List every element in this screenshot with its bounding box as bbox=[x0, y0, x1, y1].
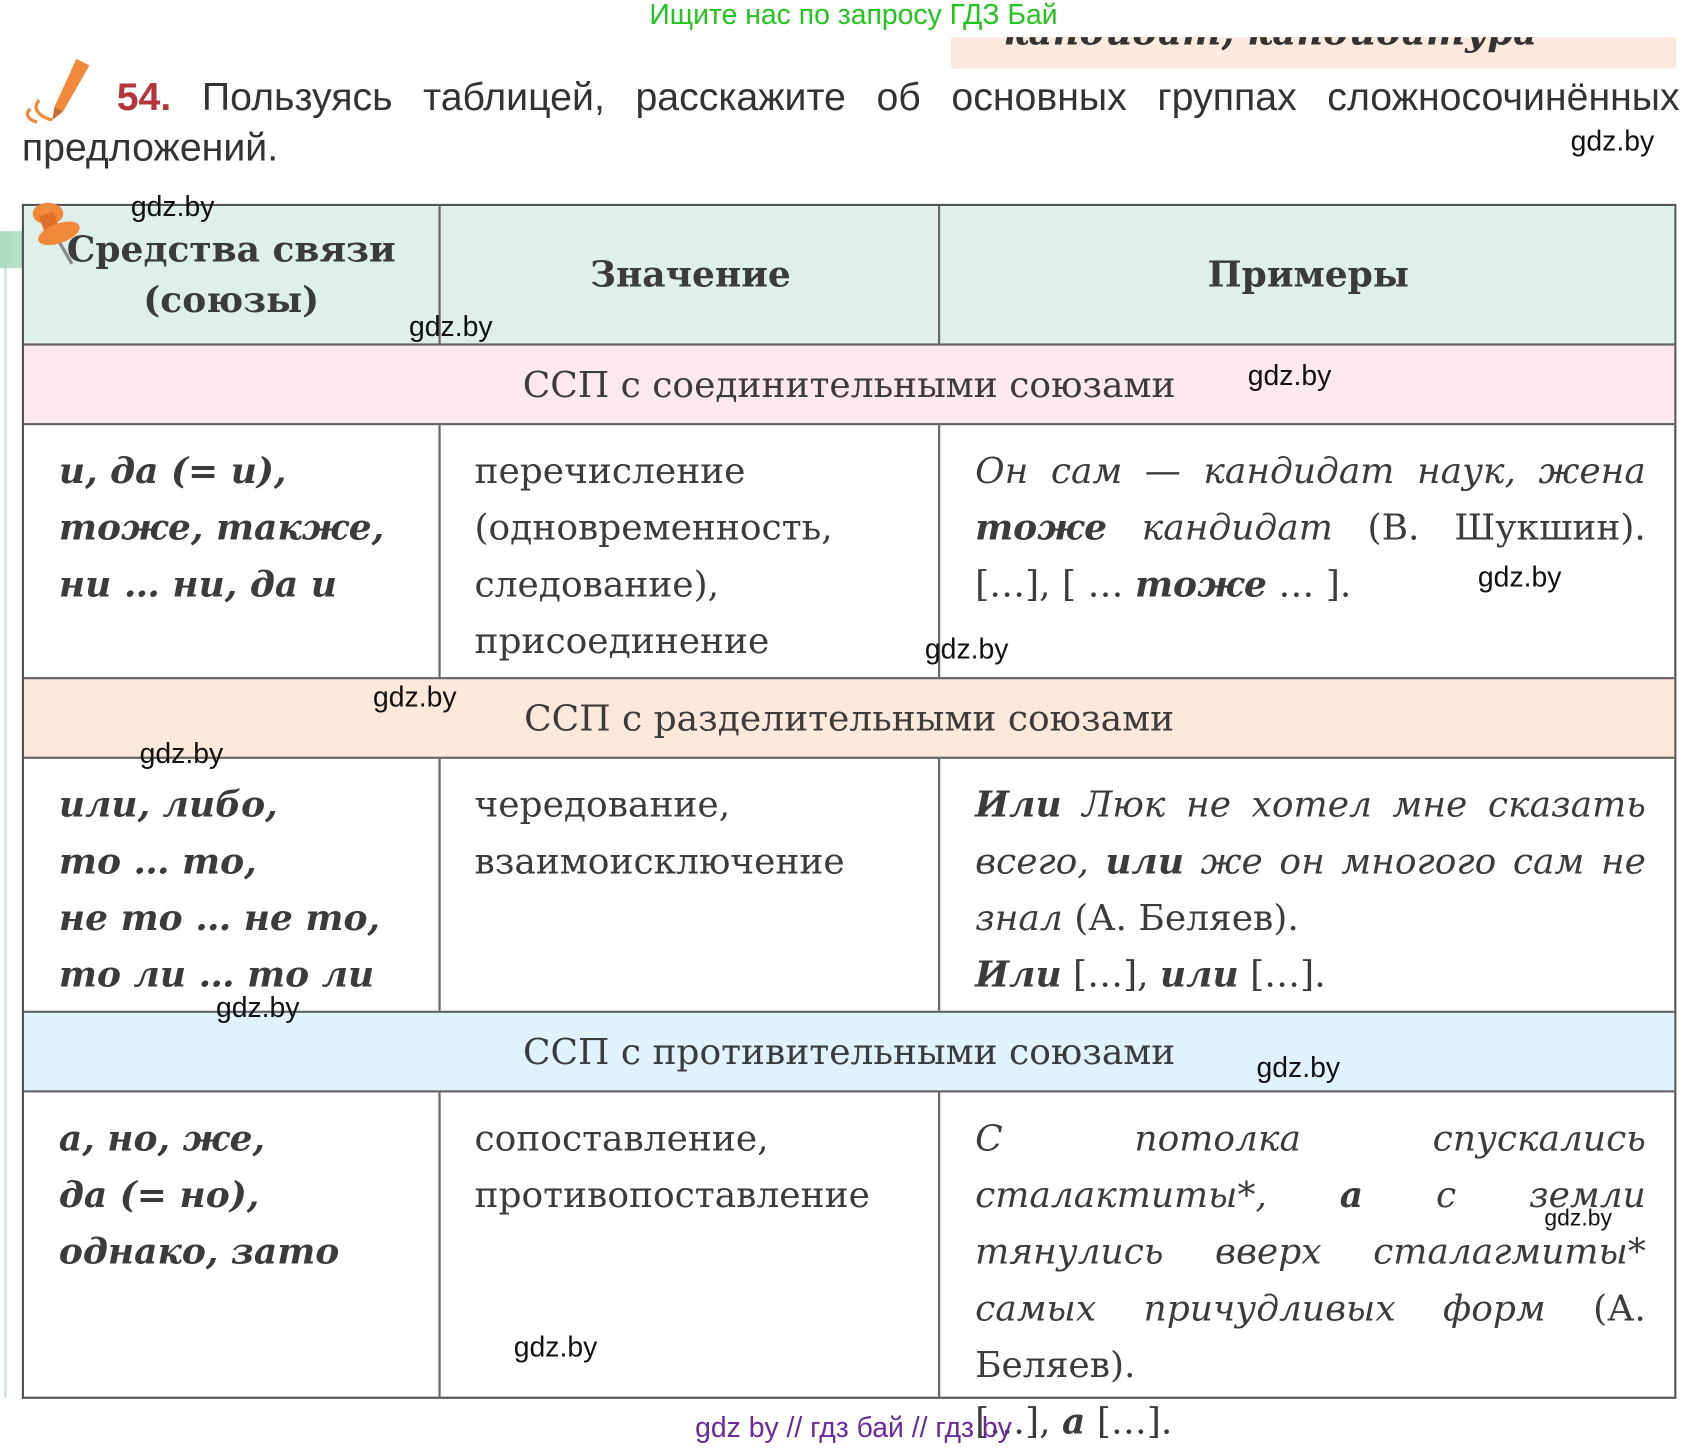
example-segment: […], bbox=[1061, 952, 1161, 996]
group-row: ССП с противительными союзами bbox=[23, 1010, 1675, 1093]
watermark: gdz.by bbox=[513, 1330, 598, 1363]
conjunction-line: а, но, же, bbox=[58, 1116, 266, 1159]
header-examples: Примеры bbox=[1207, 252, 1409, 296]
example-segment: […]. bbox=[1238, 952, 1326, 996]
column-divider bbox=[438, 425, 441, 678]
column-divider bbox=[438, 1092, 441, 1399]
conjunction-line: и, да (= и), bbox=[58, 449, 287, 492]
example-segment: а bbox=[1062, 1399, 1086, 1443]
example-segment: […], bbox=[975, 1399, 1063, 1443]
example-cell: С потолка спускались сталактиты*, а с зе… bbox=[975, 1110, 1646, 1450]
watermark: gdz.by bbox=[409, 309, 493, 343]
example-segment: … ]. bbox=[1266, 562, 1352, 606]
example-segment: (В. Шукшин). […], [ … bbox=[975, 505, 1646, 606]
task-text: 54. Пользуясь таблицей, расскажите об ос… bbox=[22, 72, 1680, 172]
watermark: gdz.by bbox=[139, 737, 224, 770]
example-segment: (А. Беляев). bbox=[975, 1286, 1646, 1386]
example-segment: с земли тянулись вверх сталагмиты* самых… bbox=[975, 1173, 1646, 1330]
watermark: gdz.by bbox=[1477, 560, 1562, 594]
meaning-cell: сопоставление, противопоставление bbox=[474, 1116, 870, 1216]
example-segment: или bbox=[1160, 952, 1239, 996]
example-segment: же он многого сам не знал bbox=[975, 839, 1646, 939]
example-segment: […]. bbox=[1085, 1399, 1173, 1443]
conjunctions-cell: и, да (= и), тоже, также, ни … ни, да и bbox=[59, 443, 430, 613]
conjunction-line: или, либо, bbox=[58, 782, 278, 826]
margin-line bbox=[4, 231, 7, 1398]
task-body: Пользуясь таблицей, расскажите об основн… bbox=[21, 74, 1680, 169]
header-meaning: Значение bbox=[590, 252, 791, 296]
search-banner: Ищите нас по запросу ГДЗ Бай bbox=[649, 0, 1058, 31]
conjunction-line: не то … не то, bbox=[58, 896, 381, 939]
conjunctions-cell: а, но, же, да (= но), однако, зато bbox=[59, 1110, 430, 1280]
conjunctions-cell: или, либо, то … то, не то … не то, то ли … … bbox=[59, 776, 430, 1003]
column-divider bbox=[938, 206, 941, 344]
task-number: 54. bbox=[116, 74, 172, 119]
conjunction-line: тоже, также, bbox=[58, 505, 385, 549]
cut-off-previous-box: кандидат, кандидатура bbox=[951, 37, 1677, 69]
table-header bbox=[23, 206, 1675, 346]
meaning-cell: перечисление (одновременность, следовани… bbox=[474, 449, 833, 662]
example-segment: или bbox=[1105, 839, 1185, 883]
example-segment: С потолка спускались сталактиты*, bbox=[975, 1116, 1646, 1216]
column-divider bbox=[438, 206, 441, 344]
column-divider bbox=[938, 758, 941, 1011]
header-means: Средства связи (союзы) bbox=[66, 227, 396, 321]
watermark: gdz.by bbox=[1256, 1051, 1341, 1084]
column-divider bbox=[938, 425, 941, 678]
conjunction-table: Средства связи (союзы) Значение Примеры … bbox=[21, 203, 1677, 1442]
meaning-cell: чередование, взаимоисключение bbox=[474, 782, 845, 883]
group-row: ССП с соединительными союзами bbox=[23, 343, 1675, 426]
example-segment: Люк не хотел мне сказать всего, bbox=[975, 782, 1646, 883]
watermark: gdz.by bbox=[215, 991, 300, 1024]
conjunction-line: то … то, bbox=[58, 839, 257, 883]
example-segment: тоже bbox=[975, 505, 1108, 549]
group-row: ССП с разделительными союзами bbox=[23, 677, 1675, 759]
example-segment: Он сам — кандидат наук, жена bbox=[975, 449, 1646, 492]
example-cell: Он сам — кандидат наук, жена тоже кандид… bbox=[975, 443, 1646, 613]
conjunction-line: однако, зато bbox=[58, 1229, 340, 1273]
conjunction-line: ни … ни, да и bbox=[58, 562, 337, 606]
conjunction-line: да (= но), bbox=[58, 1173, 260, 1216]
watermark: gdz.by bbox=[130, 189, 215, 223]
example-segment: тоже bbox=[1134, 562, 1267, 606]
example-segment: кандидат bbox=[1107, 505, 1333, 549]
example-segment: Или bbox=[975, 952, 1062, 996]
cut-off-text: кандидат, кандидатура bbox=[1003, 37, 1537, 54]
watermark: gdz.by bbox=[1570, 124, 1655, 158]
pen-icon bbox=[25, 58, 90, 124]
example-segment: а bbox=[1339, 1173, 1364, 1216]
watermark: gdz.by bbox=[1544, 1205, 1612, 1231]
example-cell: Или Люк не хотел мне сказать всего, или … bbox=[975, 776, 1646, 1003]
watermark: gdz.by bbox=[1247, 358, 1332, 392]
column-divider bbox=[938, 1092, 941, 1399]
bottom-banner: gdz by // гдз бай // гдз by bbox=[695, 1410, 1012, 1444]
column-divider bbox=[438, 758, 441, 1011]
example-segment: Или bbox=[975, 782, 1062, 826]
conjunction-line: то ли … то ли bbox=[58, 952, 375, 996]
watermark: gdz.by bbox=[924, 632, 1009, 666]
example-segment: (А. Беляев). bbox=[1062, 896, 1299, 939]
pushpin-icon bbox=[32, 202, 80, 265]
watermark: gdz.by bbox=[373, 680, 457, 714]
